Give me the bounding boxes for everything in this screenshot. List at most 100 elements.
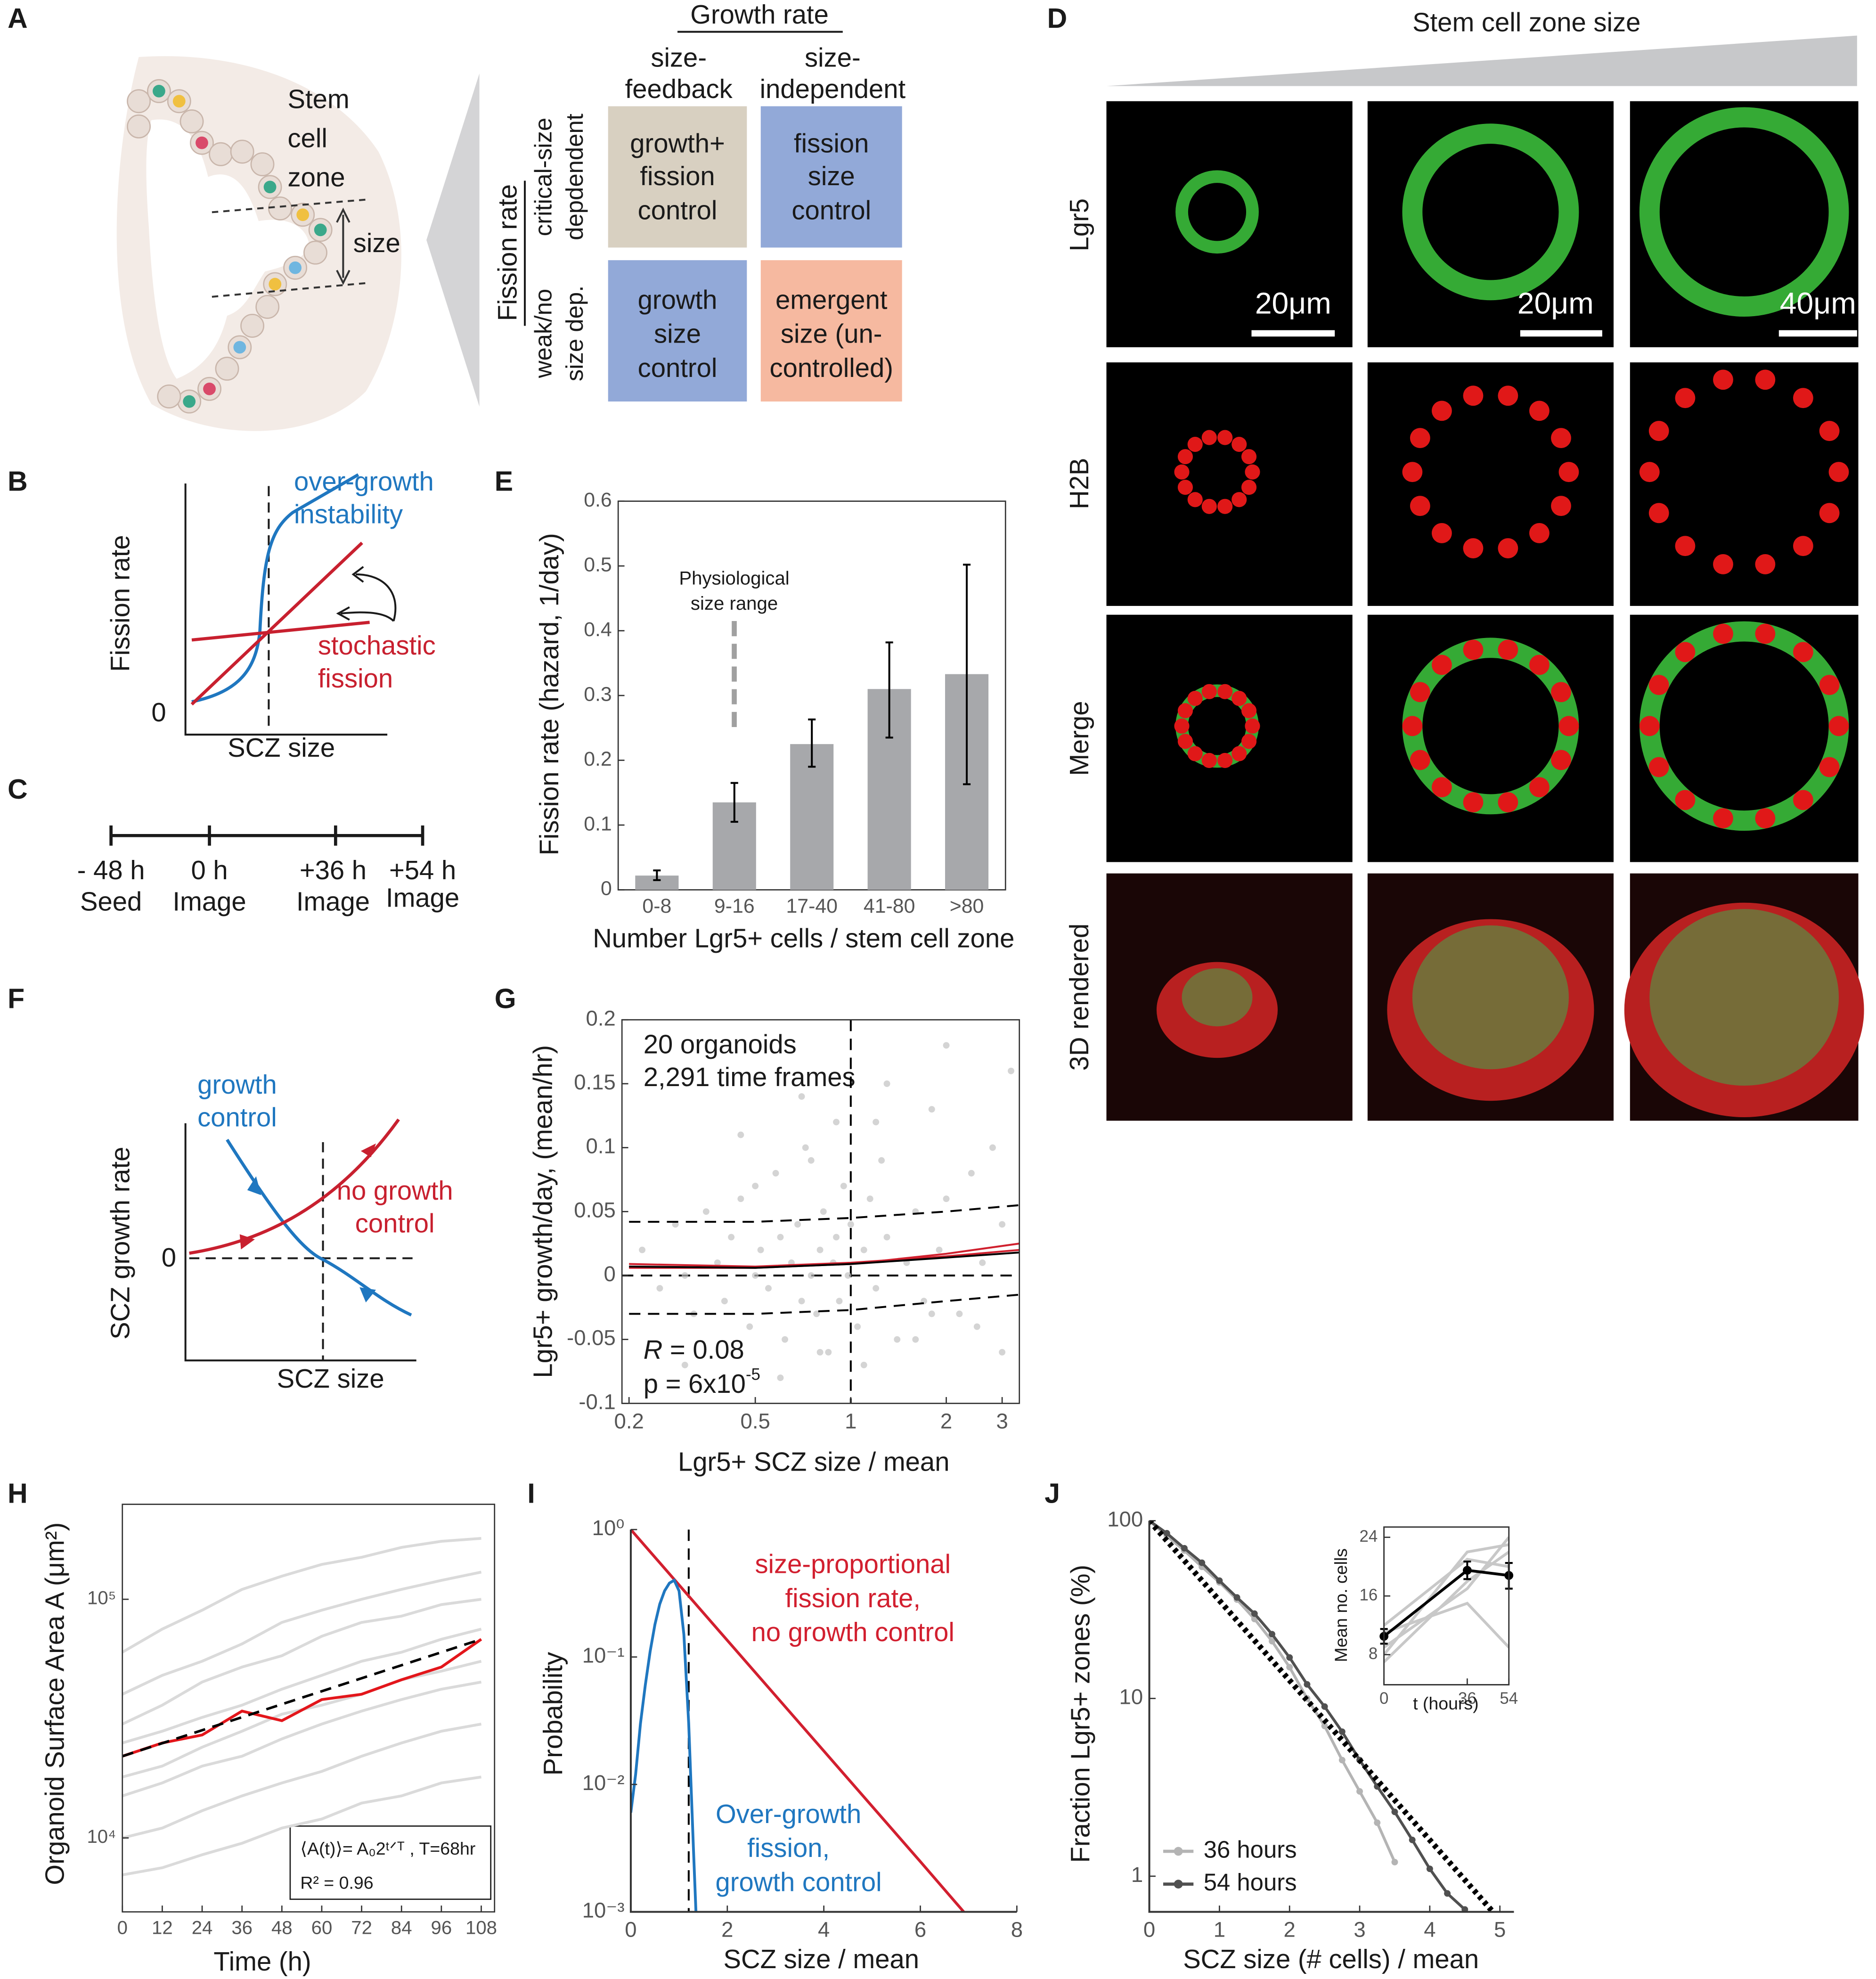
h2b-nucleus <box>1558 462 1579 482</box>
y-tick-label: 10⁰ <box>592 1516 625 1540</box>
x-axis-label: Time (h) <box>213 1946 311 1976</box>
h2b-nucleus <box>1217 752 1233 769</box>
legend-text: ⟨A(t)⟩= A₀2ᵗᐟᵀ , T=68hr <box>300 1839 475 1858</box>
decoration: growth+fissioncontrolfissionsizecontrolg… <box>630 128 893 383</box>
y-axis-label: Fission rate <box>106 535 135 672</box>
bar <box>790 744 834 890</box>
curve-label: no growth control <box>751 1617 954 1647</box>
x-tick-label: 4 <box>1424 1918 1436 1942</box>
x-axis-label: SCZ size <box>277 1364 384 1393</box>
decoration <box>268 196 292 221</box>
h2b-nucleus <box>1201 684 1217 699</box>
x-tick-label: 12 <box>152 1917 173 1938</box>
h2b-nucleus <box>1713 554 1733 574</box>
series-marker <box>1338 1757 1346 1764</box>
scatter-point <box>757 1246 764 1253</box>
micrograph <box>1630 362 1859 606</box>
axes-frame <box>621 1019 1020 1404</box>
x-axis-label: Number Lgr5+ cells / stem cell zone <box>593 923 1014 953</box>
scatter-point <box>782 1336 789 1343</box>
curve-label: stochastic <box>318 630 436 660</box>
h2b-nucleus <box>1217 499 1233 514</box>
chart: 8 16 24 0 36 54 Mean no. cells t (hours) <box>1331 1526 1518 1713</box>
y-tick-label: 10⁴ <box>87 1826 116 1847</box>
scatter-point <box>802 1144 809 1151</box>
y-tick-label: 0.3 <box>584 683 612 705</box>
h2b-nucleus <box>1463 538 1484 558</box>
h2b-nucleus <box>1793 642 1813 662</box>
decoration <box>212 198 366 213</box>
decoration <box>191 473 359 703</box>
scatter-point <box>752 1183 759 1189</box>
zero-label: 0 <box>151 697 166 727</box>
cell-text: size <box>654 319 701 349</box>
scatter-point <box>873 1285 880 1292</box>
series-marker <box>1216 1577 1223 1584</box>
scatter-point <box>816 1349 824 1356</box>
h2b-nucleus <box>1755 554 1776 574</box>
p-exponent: -5 <box>746 1366 760 1384</box>
scatter-point <box>894 1336 901 1343</box>
h2b-nucleus <box>1410 750 1430 770</box>
column-label: size- <box>651 42 707 72</box>
h2b-nucleus <box>1828 716 1849 736</box>
row-label: 3D rendered <box>1064 924 1094 1071</box>
decoration <box>336 566 364 621</box>
h2b-nucleus <box>1793 388 1813 409</box>
size-gradient <box>1106 35 1857 86</box>
annotation: 20 organoids <box>644 1029 797 1059</box>
y-axis-label: Organoid Surface Area A (μm²) <box>40 1522 69 1885</box>
series-marker <box>1199 1559 1206 1566</box>
curve-label: over-growth <box>294 466 434 496</box>
h2b-nucleus <box>1241 480 1257 495</box>
y-tick-label: 10 <box>1119 1685 1143 1709</box>
cell-text: growth+ <box>630 128 725 158</box>
decoration <box>239 1234 255 1250</box>
stat-value: = 0.08 <box>662 1334 744 1364</box>
stat-symbol: R <box>644 1334 663 1364</box>
axes-frame <box>122 1504 496 1913</box>
cell-text: fission <box>794 128 869 158</box>
scatter-point <box>854 1323 861 1330</box>
x-tick-label: 1 <box>1214 1918 1225 1942</box>
rendered-organoid <box>1182 968 1253 1027</box>
x-tick-label: 41-80 <box>864 895 915 917</box>
scatter-point <box>999 1221 1006 1228</box>
series-line <box>1384 1543 1509 1656</box>
row-title: Fission rate <box>493 184 522 321</box>
micrographs <box>1106 101 1864 1121</box>
series-marker <box>1269 1631 1275 1638</box>
fit-line <box>629 1293 1020 1315</box>
scatter-point <box>928 1106 935 1113</box>
fit-line <box>629 1204 1020 1223</box>
cell-text: growth <box>638 285 718 314</box>
scatter-point <box>860 1361 867 1368</box>
series-marker <box>1338 1728 1346 1735</box>
panel-label: G <box>495 984 516 1014</box>
series-marker <box>1356 1788 1363 1795</box>
h2b-nucleus <box>1755 369 1776 390</box>
micrograph <box>1106 362 1353 606</box>
scatter-point <box>807 1272 815 1279</box>
rendered-organoid <box>1412 925 1569 1070</box>
scatter-point <box>777 1234 784 1241</box>
h2b-nucleus <box>1529 654 1550 675</box>
decoration <box>127 114 151 139</box>
series-line <box>122 1627 482 1744</box>
y-tick-label: 16 <box>1360 1586 1378 1604</box>
time-label: +54 h <box>389 855 456 885</box>
y-tick-label: 0.6 <box>584 489 612 511</box>
cell-text: control <box>791 195 871 225</box>
series-marker <box>1233 1594 1240 1601</box>
series-marker <box>1321 1703 1328 1710</box>
scatter-point <box>656 1285 663 1292</box>
time-label: 0 h <box>191 855 228 885</box>
h2b-nucleus <box>1648 675 1669 695</box>
cell-box <box>760 260 902 402</box>
axes-frame <box>1383 1526 1510 1685</box>
h2b-nucleus <box>1410 682 1430 703</box>
x-tick-label: 0 <box>1379 1689 1388 1708</box>
x-tick-label: 3 <box>1354 1918 1365 1942</box>
x-tick-label: 6 <box>914 1918 926 1942</box>
series-line <box>1384 1558 1509 1627</box>
